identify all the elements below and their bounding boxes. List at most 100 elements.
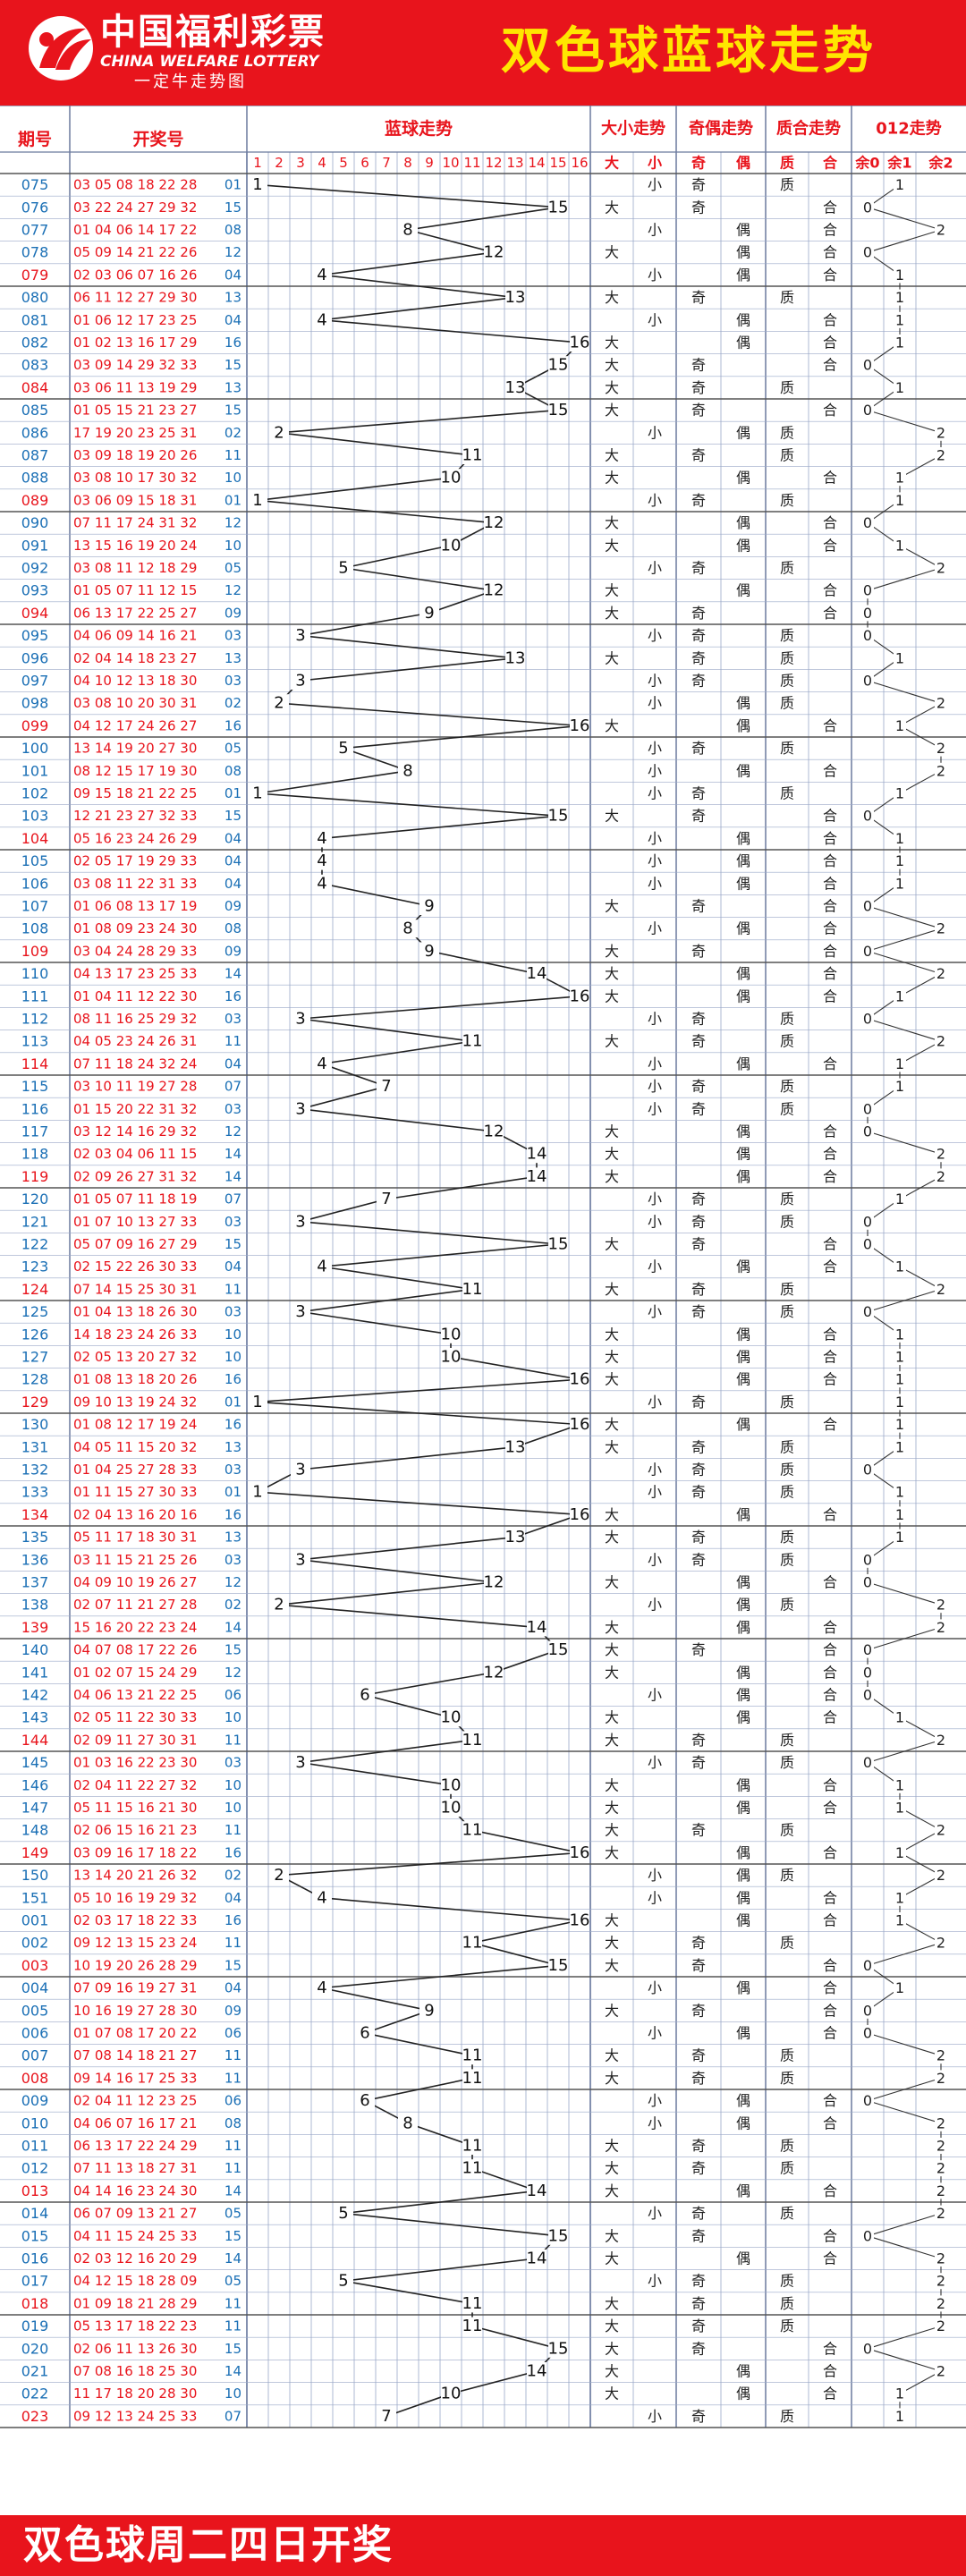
- trend-chart-area: 期号 开奖号 蓝球走势 大小走势 奇偶走势 质合走势 012走势 1 2 3 4 5 6 7 8 9 10 11 1…: [0, 105, 966, 2515]
- blue-number-cell: 16: [225, 1506, 242, 1522]
- red-numbers-cell: 04 13 17 23 25 33: [73, 966, 197, 982]
- size-mark: 大: [605, 898, 619, 915]
- size-mark: 大: [605, 987, 619, 1004]
- blue-ball-point: 10: [441, 2385, 462, 2403]
- parity-mark: 偶: [736, 311, 750, 328]
- blue-number-cell: 12: [225, 582, 242, 598]
- blue-ball-point-bg: [548, 2339, 568, 2358]
- red-numbers-cell: 07 11 13 18 27 31: [73, 2160, 197, 2176]
- size-mark: 大: [605, 1438, 619, 1455]
- mod3-mark: 1: [895, 1484, 904, 1501]
- size-mark: 大: [605, 1033, 619, 1050]
- red-numbers-cell: 05 16 23 24 26 29: [73, 830, 197, 846]
- blue-ball-point-bg: [570, 1505, 589, 1524]
- prime-mark: 质: [780, 560, 794, 577]
- mod3-mark: 0: [863, 1574, 872, 1591]
- parity-mark: 奇: [691, 2318, 706, 2334]
- red-numbers-cell: 02 04 11 22 27 32: [73, 1777, 197, 1793]
- red-numbers-cell: 01 07 10 13 27 33: [73, 1214, 197, 1230]
- mod3-mark-bg: [861, 673, 874, 689]
- blue-ball-point: 14: [527, 1618, 547, 1637]
- blue-ball-point-bg: [441, 1348, 461, 1366]
- prime-mark: 质: [780, 176, 794, 193]
- blue-ball-point: 15: [548, 401, 569, 419]
- mod3-mark: 2: [936, 2205, 945, 2222]
- mod3-mark: 0: [863, 1100, 872, 1117]
- period-cell: 141: [21, 1664, 49, 1681]
- period-cell: 112: [21, 1011, 49, 1028]
- blue-ball-point: 2: [274, 694, 284, 713]
- blue-ball-point: 14: [527, 2250, 547, 2268]
- mod3-mark-bg: [935, 965, 947, 982]
- blue-number-cell: 04: [225, 1890, 242, 1906]
- size-mark: 小: [648, 1867, 662, 1884]
- mod3-mark: 2: [936, 1281, 945, 1298]
- blue-ball-point-bg: [484, 1123, 504, 1140]
- blue-number-tick: 9: [425, 155, 434, 171]
- sub-column-header: 大: [605, 155, 619, 172]
- mod3-mark: 2: [936, 2318, 945, 2334]
- red-numbers-cell: 04 09 10 19 26 27: [73, 1574, 197, 1590]
- mod3-mark-bg: [861, 1303, 874, 1320]
- blue-ball-point: 2: [274, 1866, 284, 1885]
- period-cell: 083: [21, 357, 49, 374]
- period-cell: 123: [21, 1258, 49, 1275]
- mod3-mark: 0: [863, 2025, 872, 2042]
- period-cell: 081: [21, 311, 49, 328]
- mod3-mark-bg: [861, 1664, 874, 1681]
- blue-number-cell: 03: [225, 1755, 242, 1771]
- blue-ball-point: 9: [424, 897, 434, 916]
- mod3-mark: 0: [863, 1236, 872, 1253]
- blue-number-cell: 11: [225, 2160, 242, 2176]
- prime-mark: 合: [823, 808, 837, 825]
- blue-number-cell: 02: [225, 1868, 242, 1884]
- mod3-mark-bg: [935, 2114, 947, 2131]
- blue-ball-point: 1: [252, 491, 262, 510]
- size-mark: 大: [605, 1236, 619, 1253]
- period-cell: 102: [21, 785, 49, 802]
- mod3-mark: 2: [936, 1168, 945, 1185]
- period-cell: 118: [21, 1146, 49, 1163]
- blue-ball-point: 1: [252, 784, 262, 803]
- blue-number-cell: 04: [225, 267, 242, 283]
- prime-mark: 合: [823, 1912, 837, 1929]
- prime-mark: 质: [780, 1303, 794, 1320]
- prime-mark: 质: [780, 1078, 794, 1095]
- prime-mark: 质: [780, 1462, 794, 1479]
- period-cell: 079: [21, 267, 49, 284]
- period-cell: 100: [21, 740, 49, 757]
- blue-number-cell: 03: [225, 673, 242, 689]
- mod3-mark-bg: [861, 1236, 874, 1252]
- blue-number-cell: 10: [225, 538, 242, 554]
- blue-number-cell: 10: [225, 1326, 242, 1343]
- blue-number-cell: 11: [225, 2318, 242, 2334]
- mod3-mark-bg: [894, 852, 906, 869]
- mod3-mark: 0: [863, 1687, 872, 1704]
- size-mark: 小: [648, 560, 662, 577]
- blue-number-tick: 4: [318, 155, 326, 171]
- mod3-mark: 0: [863, 199, 872, 216]
- parity-mark: 奇: [691, 1394, 706, 1411]
- mod3-mark-bg: [894, 717, 906, 734]
- blue-ball-point: 3: [295, 1212, 305, 1231]
- period-cell: 144: [21, 1732, 49, 1749]
- blue-number-tick: 14: [528, 155, 545, 171]
- blue-number-cell: 04: [225, 876, 242, 892]
- mod3-trend-line: [899, 1175, 942, 1200]
- red-numbers-cell: 02 03 17 18 22 33: [73, 1912, 197, 1928]
- blue-number-cell: 04: [225, 1055, 242, 1072]
- prime-mark: 合: [823, 875, 837, 892]
- period-cell: 084: [21, 379, 49, 396]
- red-numbers-cell: 05 11 15 16 21 30: [73, 1800, 197, 1816]
- blue-ball-point-bg: [355, 2024, 375, 2042]
- blue-ball-point: 4: [317, 266, 326, 284]
- mod3-mark: 0: [863, 943, 872, 960]
- period-cell: 124: [21, 1281, 49, 1298]
- blue-ball-point-bg: [312, 852, 332, 870]
- mod3-mark-bg: [861, 2340, 874, 2357]
- parity-mark: 奇: [691, 1484, 706, 1501]
- blue-ball-point-bg: [398, 761, 418, 780]
- mod3-mark: 2: [936, 2182, 945, 2199]
- size-mark: 小: [648, 1754, 662, 1771]
- blue-ball-point-bg: [484, 1573, 504, 1591]
